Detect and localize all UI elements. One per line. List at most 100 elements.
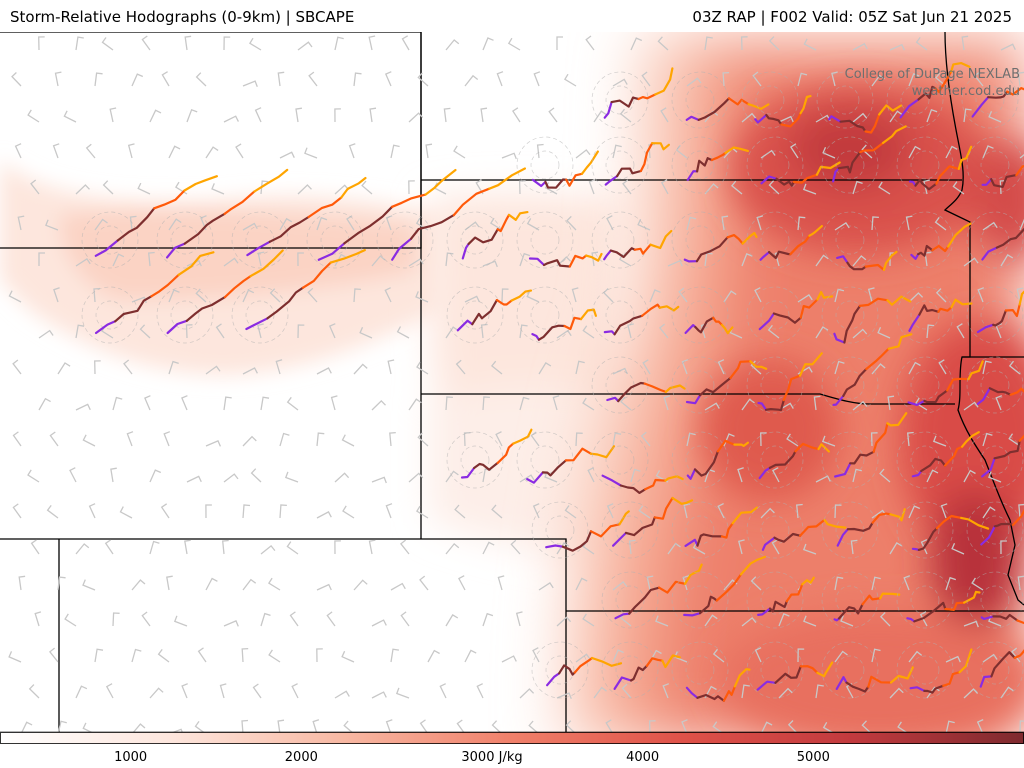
wind-barb (704, 685, 717, 699)
wind-barb (334, 36, 344, 51)
wind-barb (515, 611, 523, 627)
wind-barb (1000, 540, 1007, 555)
wind-barb (628, 539, 636, 555)
wind-barb (168, 360, 179, 375)
wind-barb (289, 611, 299, 627)
hodograph-segment (981, 457, 996, 478)
wind-barb (852, 468, 862, 483)
wind-barb (564, 73, 577, 87)
hodograph-segment (760, 175, 778, 185)
wind-barb (8, 290, 22, 303)
hodograph-ring (460, 300, 490, 330)
hodograph-segment (609, 247, 636, 259)
wind-barb (512, 107, 521, 123)
wind-barb (173, 615, 188, 627)
hodograph-segment (780, 112, 802, 128)
hodograph-ring (821, 641, 879, 699)
wind-barb (797, 648, 805, 663)
hodograph-segment (988, 387, 1012, 396)
wind-barb (195, 72, 207, 87)
hodograph-segment (589, 523, 621, 538)
hodograph-segment (617, 381, 646, 403)
wind-barb (526, 290, 540, 303)
hodograph-ring (886, 71, 944, 129)
wind-barb (384, 287, 392, 303)
wind-barb (316, 648, 323, 663)
wind-barb (982, 506, 996, 519)
hodograph-segment (993, 522, 1015, 528)
hodograph-segment (920, 457, 947, 473)
hodograph-segment (879, 592, 901, 600)
hodograph-segment (799, 518, 826, 537)
wind-barb (242, 504, 251, 519)
wind-barb (416, 505, 429, 519)
wind-barb (889, 110, 903, 123)
wind-barb (976, 719, 984, 735)
hodograph-segment (741, 231, 758, 245)
hodograph-segment (696, 533, 723, 547)
state-borders (0, 32, 1024, 744)
wind-barb (252, 683, 262, 699)
wind-barb (205, 440, 221, 447)
wind-barb (184, 35, 192, 51)
colorbar-gradient (0, 732, 1024, 744)
wind-barb (961, 35, 969, 51)
wind-barb (93, 287, 101, 303)
wind-barb (657, 36, 669, 51)
map-panel[interactable]: College of DuPage NEXLAB weather.cod.edu (0, 32, 1024, 744)
hodograph (446, 211, 529, 269)
hodograph-segment (301, 261, 332, 289)
wind-barb (612, 580, 628, 591)
hodograph-segment (792, 173, 818, 184)
wind-barb (495, 431, 503, 447)
wind-barb (297, 184, 312, 195)
wind-barb (649, 289, 661, 303)
wind-barb (168, 289, 180, 303)
wind-barb (57, 576, 66, 591)
hodograph-segment (645, 657, 664, 667)
wind-barb (223, 115, 239, 123)
hodograph-segment (992, 309, 1007, 327)
wind-barb (34, 611, 42, 627)
wind-barb (906, 431, 914, 447)
hodograph-ring (966, 211, 1024, 269)
wind-barb (620, 396, 632, 411)
wind-barb (754, 647, 762, 663)
map-canvas[interactable] (0, 32, 1024, 744)
hodograph-segment (249, 249, 284, 278)
wind-barb (38, 36, 45, 51)
wind-barb (526, 218, 540, 231)
wind-barb (371, 691, 387, 699)
wind-barb (330, 395, 338, 411)
wind-barb (786, 433, 799, 447)
hodograph-ring (980, 655, 1010, 685)
wind-barb (163, 431, 171, 447)
hodograph-segment (526, 471, 544, 484)
hodograph-ring (966, 501, 1024, 559)
wind-barb (741, 253, 753, 267)
hodograph-segment (886, 295, 912, 306)
hodograph-segment (976, 387, 991, 405)
wind-barb (157, 649, 170, 663)
wind-barb (242, 222, 258, 231)
hodograph-ring (685, 225, 715, 255)
wind-barb (612, 432, 622, 447)
wind-barb (260, 396, 270, 411)
wind-barb (686, 216, 697, 231)
wind-barb (681, 359, 689, 375)
wind-barb (852, 328, 868, 339)
hodograph (966, 286, 1024, 344)
hodograph-segment (979, 675, 993, 688)
wind-barb (48, 647, 59, 663)
hodograph-segment (980, 525, 996, 546)
hodograph-segment (980, 615, 995, 620)
wind-barb (982, 432, 993, 447)
wind-barb (556, 692, 572, 699)
wind-barb (443, 107, 451, 123)
hodograph-segment (749, 360, 768, 370)
hodograph-segment (716, 439, 736, 453)
hodograph-segment (603, 249, 612, 261)
hodograph-segment (935, 514, 963, 530)
wind-barb (587, 467, 595, 483)
hodograph-segment (452, 187, 491, 217)
